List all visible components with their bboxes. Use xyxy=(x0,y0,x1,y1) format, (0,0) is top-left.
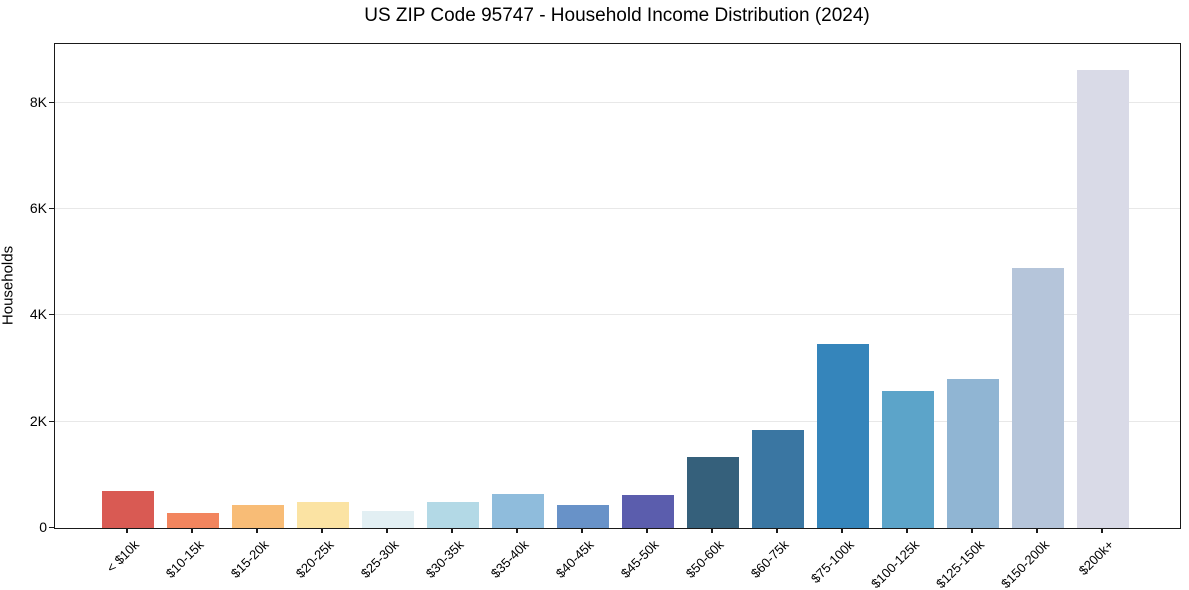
x-tick-mark xyxy=(776,528,778,534)
x-tick-mark xyxy=(841,528,843,534)
bar-$200k+ xyxy=(1077,69,1129,528)
bar-$40-45k xyxy=(557,505,609,528)
bar-$50-60k xyxy=(687,456,739,528)
x-tick-mark xyxy=(1036,528,1038,534)
gridline xyxy=(55,101,1180,103)
chart-title: US ZIP Code 95747 - Household Income Dis… xyxy=(364,5,870,26)
x-tick-mark xyxy=(321,528,323,534)
bar-$20-25k xyxy=(297,502,349,528)
y-axis-label: Households xyxy=(0,245,17,326)
gridline xyxy=(55,314,1180,316)
y-tick-label: 6K xyxy=(29,199,47,216)
x-tick-label: $75-100k xyxy=(807,537,857,586)
x-tick-mark xyxy=(126,528,128,534)
y-tick-label: 2K xyxy=(29,412,47,429)
bar-$150-200k xyxy=(1012,268,1064,528)
gridline xyxy=(55,207,1180,209)
bar-$125-150k xyxy=(947,379,999,528)
x-tick-mark xyxy=(971,528,973,534)
x-tick-label: $15-20k xyxy=(227,537,272,581)
x-tick-label: $100-125k xyxy=(867,537,922,590)
bar-$45-50k xyxy=(622,494,674,528)
y-tick-mark xyxy=(49,420,54,422)
x-tick-label: $35-40k xyxy=(487,537,532,581)
bar-$10-15k xyxy=(167,513,219,528)
y-tick-mark xyxy=(49,314,54,316)
y-tick-mark xyxy=(49,207,54,210)
x-tick-label: $20-25k xyxy=(292,537,337,581)
x-tick-label: $45-50k xyxy=(617,537,662,581)
x-tick-label: $40-45k xyxy=(552,537,597,581)
x-tick-label: $150-200k xyxy=(997,537,1052,590)
plot-area xyxy=(54,43,1181,529)
x-tick-mark xyxy=(516,528,518,534)
bar-$60-75k xyxy=(752,430,804,528)
x-tick-label: < $10k xyxy=(103,537,142,576)
x-tick-label: $25-30k xyxy=(357,537,402,581)
gridline xyxy=(55,420,1180,422)
x-tick-mark xyxy=(256,528,258,534)
x-tick-mark xyxy=(906,528,908,534)
x-tick-mark xyxy=(386,528,388,534)
y-tick-mark xyxy=(49,101,54,103)
bar-$25-30k xyxy=(362,510,414,528)
bar-< $10k xyxy=(102,490,154,528)
y-tick-mark xyxy=(49,527,54,529)
x-tick-label: $125-150k xyxy=(932,537,987,590)
x-tick-label: $200k+ xyxy=(1075,537,1117,579)
x-tick-mark xyxy=(191,528,193,534)
x-tick-mark xyxy=(646,528,648,534)
x-tick-label: $30-35k xyxy=(422,537,467,581)
bar-$30-35k xyxy=(427,501,479,528)
bar-$35-40k xyxy=(492,493,544,528)
x-tick-mark xyxy=(581,528,583,534)
y-tick-label: 0 xyxy=(39,519,47,535)
y-tick-label: 4K xyxy=(29,306,47,323)
x-tick-mark xyxy=(711,528,713,534)
bar-$100-125k xyxy=(882,391,934,528)
x-tick-mark xyxy=(1101,528,1103,534)
bar-$15-20k xyxy=(232,505,284,528)
x-tick-label: $50-60k xyxy=(682,537,727,581)
bar-$75-100k xyxy=(817,343,869,528)
x-tick-label: $10-15k xyxy=(162,537,207,581)
y-tick-label: 8K xyxy=(29,93,47,110)
x-tick-label: $60-75k xyxy=(747,537,792,581)
x-tick-mark xyxy=(451,528,453,534)
